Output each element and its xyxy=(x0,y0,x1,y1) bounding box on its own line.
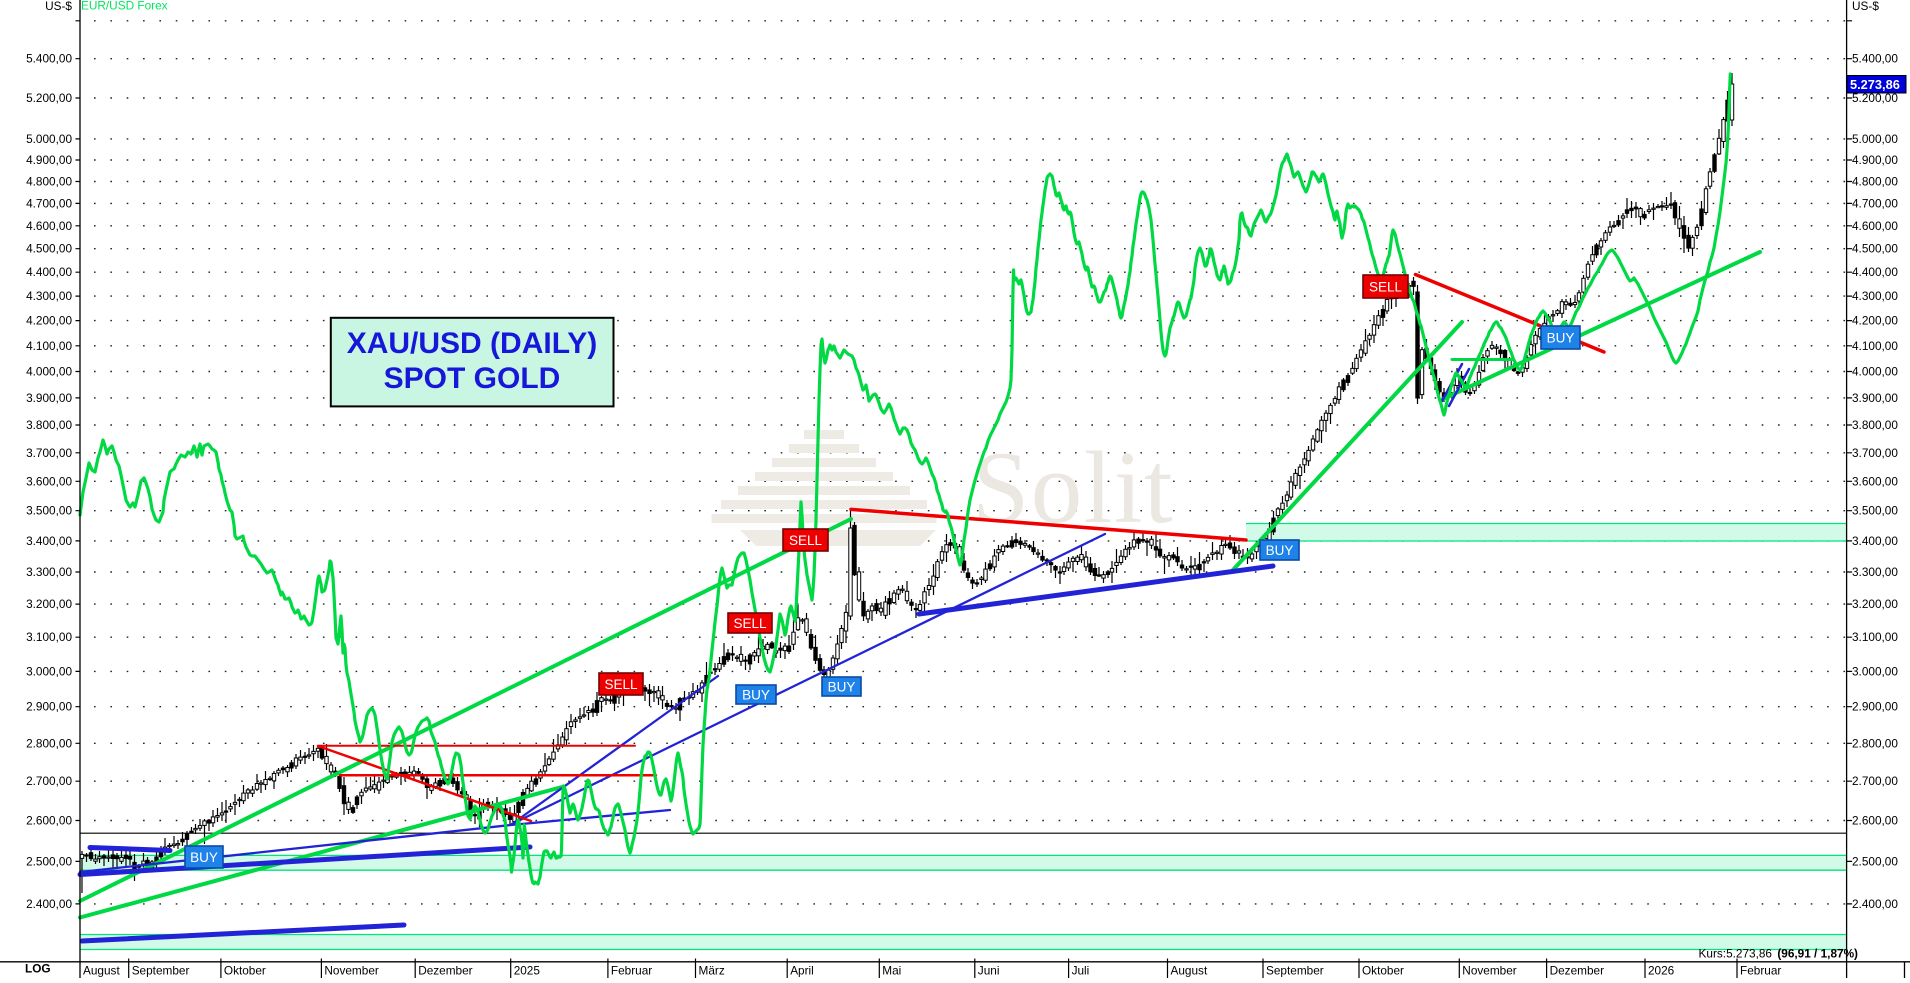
svg-text:4.200,00: 4.200,00 xyxy=(1852,314,1898,328)
svg-text:November: November xyxy=(1462,964,1516,978)
svg-text:August: August xyxy=(1171,964,1208,978)
svg-text:5.000,00: 5.000,00 xyxy=(26,132,72,146)
svg-text:Oktober: Oktober xyxy=(224,964,266,978)
svg-text:4.400,00: 4.400,00 xyxy=(26,265,72,279)
svg-text:4.400,00: 4.400,00 xyxy=(1852,265,1898,279)
svg-text:September: September xyxy=(132,964,190,978)
svg-text:4.500,00: 4.500,00 xyxy=(26,242,72,256)
svg-text:4.500,00: 4.500,00 xyxy=(1852,242,1898,256)
svg-text:Dezember: Dezember xyxy=(418,964,472,978)
svg-text:SELL: SELL xyxy=(1369,279,1403,294)
svg-text:2.700,00: 2.700,00 xyxy=(1852,774,1898,788)
svg-text:2.600,00: 2.600,00 xyxy=(1852,814,1898,828)
svg-text:3.700,00: 3.700,00 xyxy=(1852,446,1898,460)
svg-text:5.200,00: 5.200,00 xyxy=(1852,91,1898,105)
svg-text:4.800,00: 4.800,00 xyxy=(1852,175,1898,189)
svg-text:SELL: SELL xyxy=(604,677,638,692)
svg-text:SPOT GOLD: SPOT GOLD xyxy=(384,362,561,395)
svg-text:4.300,00: 4.300,00 xyxy=(1852,289,1898,303)
svg-text:4.900,00: 4.900,00 xyxy=(26,153,72,167)
svg-text:4.200,00: 4.200,00 xyxy=(26,314,72,328)
svg-text:Kurs:5.273,86: Kurs:5.273,86 xyxy=(1699,947,1773,961)
svg-text:Dezember: Dezember xyxy=(1550,964,1604,978)
svg-text:5.400,00: 5.400,00 xyxy=(26,52,72,66)
svg-text:August: August xyxy=(83,964,120,978)
svg-text:4.300,00: 4.300,00 xyxy=(26,289,72,303)
svg-text:5.200,00: 5.200,00 xyxy=(26,91,72,105)
svg-text:4.600,00: 4.600,00 xyxy=(1852,219,1898,233)
svg-text:5.400,00: 5.400,00 xyxy=(1852,52,1898,66)
svg-text:4.900,00: 4.900,00 xyxy=(1852,153,1898,167)
svg-text:2.900,00: 2.900,00 xyxy=(26,700,72,714)
svg-text:XAU/USD (DAILY): XAU/USD (DAILY) xyxy=(347,327,598,360)
svg-text:SELL: SELL xyxy=(733,616,767,631)
svg-text:3.200,00: 3.200,00 xyxy=(26,597,72,611)
svg-text:3.800,00: 3.800,00 xyxy=(26,418,72,432)
svg-text:LOG: LOG xyxy=(25,962,51,976)
svg-text:Juni: Juni xyxy=(978,964,1000,978)
svg-text:5.000,00: 5.000,00 xyxy=(1852,132,1898,146)
svg-text:November: November xyxy=(324,964,378,978)
svg-text:3.400,00: 3.400,00 xyxy=(26,534,72,548)
svg-text:2.400,00: 2.400,00 xyxy=(1852,897,1898,911)
svg-text:Februar: Februar xyxy=(611,964,652,978)
svg-text:3.500,00: 3.500,00 xyxy=(1852,504,1898,518)
svg-text:BUY: BUY xyxy=(1266,543,1294,558)
svg-text:2026: 2026 xyxy=(1648,964,1675,978)
svg-text:2.800,00: 2.800,00 xyxy=(26,736,72,750)
svg-text:3.200,00: 3.200,00 xyxy=(1852,597,1898,611)
svg-text:2.600,00: 2.600,00 xyxy=(26,814,72,828)
svg-text:2025: 2025 xyxy=(514,964,541,978)
svg-text:April: April xyxy=(790,964,814,978)
svg-text:3.700,00: 3.700,00 xyxy=(26,446,72,460)
svg-text:3.100,00: 3.100,00 xyxy=(1852,630,1898,644)
svg-text:3.600,00: 3.600,00 xyxy=(1852,474,1898,488)
svg-text:4.700,00: 4.700,00 xyxy=(1852,196,1898,210)
svg-text:BUY: BUY xyxy=(828,679,856,694)
svg-text:US-$: US-$ xyxy=(45,0,72,13)
svg-text:SELL: SELL xyxy=(789,533,823,548)
svg-text:Mai: Mai xyxy=(882,964,901,978)
svg-text:September: September xyxy=(1266,964,1324,978)
svg-text:3.500,00: 3.500,00 xyxy=(26,504,72,518)
svg-text:Juli: Juli xyxy=(1072,964,1090,978)
svg-text:3.900,00: 3.900,00 xyxy=(1852,391,1898,405)
svg-text:2.400,00: 2.400,00 xyxy=(26,897,72,911)
svg-text:3.000,00: 3.000,00 xyxy=(1852,664,1898,678)
svg-text:2.500,00: 2.500,00 xyxy=(26,854,72,868)
svg-text:BUY: BUY xyxy=(742,687,770,702)
svg-text:2.900,00: 2.900,00 xyxy=(1852,700,1898,714)
svg-text:4.700,00: 4.700,00 xyxy=(26,196,72,210)
svg-text:4.100,00: 4.100,00 xyxy=(26,339,72,353)
svg-text:4.000,00: 4.000,00 xyxy=(1852,365,1898,379)
svg-text:Oktober: Oktober xyxy=(1362,964,1404,978)
svg-text:(96,91 / 1,87%): (96,91 / 1,87%) xyxy=(1777,947,1858,961)
svg-text:3.600,00: 3.600,00 xyxy=(26,474,72,488)
svg-text:EUR/USD Forex: EUR/USD Forex xyxy=(81,0,168,13)
svg-text:3.100,00: 3.100,00 xyxy=(26,630,72,644)
svg-text:4.600,00: 4.600,00 xyxy=(26,219,72,233)
svg-text:4.100,00: 4.100,00 xyxy=(1852,339,1898,353)
svg-text:5.273,86: 5.273,86 xyxy=(1850,77,1900,92)
svg-text:3.000,00: 3.000,00 xyxy=(26,664,72,678)
svg-text:3.900,00: 3.900,00 xyxy=(26,391,72,405)
svg-text:BUY: BUY xyxy=(1547,330,1575,345)
svg-text:3.300,00: 3.300,00 xyxy=(26,565,72,579)
svg-text:3.300,00: 3.300,00 xyxy=(1852,565,1898,579)
svg-text:Februar: Februar xyxy=(1740,964,1781,978)
svg-text:4.000,00: 4.000,00 xyxy=(26,365,72,379)
svg-text:2.500,00: 2.500,00 xyxy=(1852,854,1898,868)
svg-text:US-$: US-$ xyxy=(1852,0,1879,13)
svg-text:2.800,00: 2.800,00 xyxy=(1852,736,1898,750)
svg-text:BUY: BUY xyxy=(190,850,218,865)
svg-text:3.400,00: 3.400,00 xyxy=(1852,534,1898,548)
svg-text:März: März xyxy=(699,964,725,978)
svg-text:2.700,00: 2.700,00 xyxy=(26,774,72,788)
svg-text:4.800,00: 4.800,00 xyxy=(26,175,72,189)
svg-text:3.800,00: 3.800,00 xyxy=(1852,418,1898,432)
